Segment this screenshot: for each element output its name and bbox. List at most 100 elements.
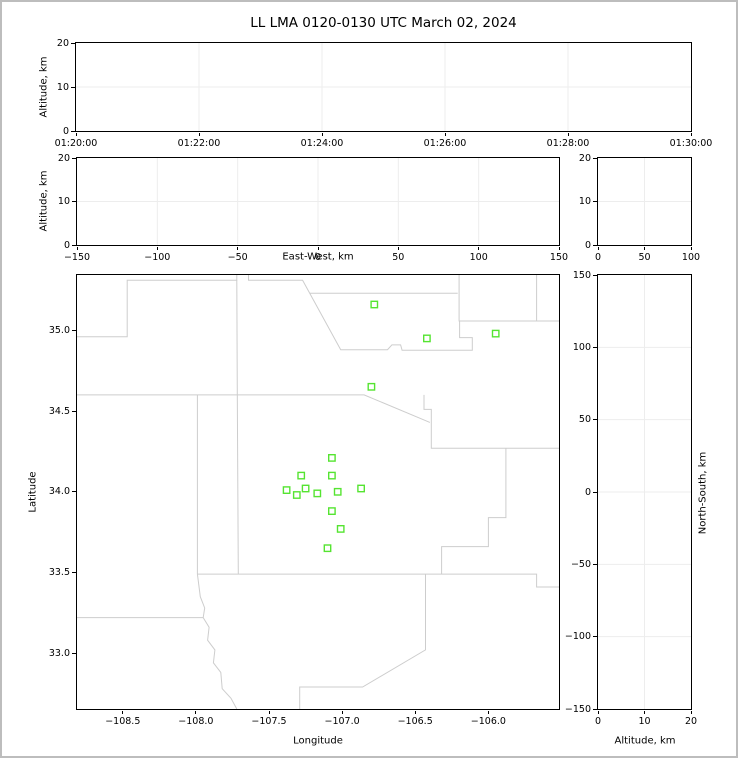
tick-label: 01:22:00 — [177, 137, 221, 149]
tick-mark — [268, 710, 270, 714]
tick-label: 20 — [56, 37, 69, 49]
source-marker — [292, 490, 301, 499]
tick-label: −106.5 — [397, 715, 433, 727]
tick-label: 0 — [584, 239, 591, 251]
tick-label: 01:26:00 — [423, 137, 467, 149]
tick-label: −50 — [570, 558, 591, 570]
panel-ns-height — [596, 273, 692, 710]
county-boundary — [423, 394, 559, 449]
tick-mark — [690, 246, 692, 250]
tick-label: 01:28:00 — [546, 137, 590, 149]
tick-label: 50 — [392, 251, 405, 263]
tick-mark — [317, 246, 319, 250]
tick-mark — [593, 201, 597, 202]
tick-label: 0 — [314, 251, 322, 263]
tick-mark — [478, 246, 480, 250]
tick-label: −107.0 — [324, 715, 360, 727]
source-marker — [327, 453, 336, 462]
source-marker — [336, 524, 345, 533]
ew-height-xlabel: East-West, km — [282, 251, 354, 263]
tick-mark — [593, 708, 597, 710]
tick-mark — [198, 132, 200, 136]
tick-label: −106.0 — [470, 715, 506, 727]
tick-label: 34.5 — [48, 405, 70, 417]
tick-label: 20 — [578, 152, 591, 164]
tick-mark — [414, 710, 416, 714]
county-boundary — [458, 274, 559, 321]
tick-mark — [593, 563, 597, 565]
ns-height-ylabel: North-South, km — [697, 451, 709, 535]
tick-label: −50 — [227, 251, 248, 263]
source-marker — [333, 487, 342, 496]
tick-mark — [644, 710, 645, 714]
tick-mark — [195, 710, 197, 714]
county-boundary — [298, 573, 426, 709]
tick-mark — [71, 130, 75, 132]
tick-label: −100 — [144, 251, 171, 263]
tick-label: 50 — [578, 414, 591, 426]
tick-mark — [72, 329, 76, 331]
source-marker — [312, 488, 321, 497]
tick-mark — [321, 132, 323, 136]
tick-label: −108.0 — [178, 715, 214, 727]
figure-title: LL LMA 0120-0130 UTC March 02, 2024 — [250, 15, 517, 31]
tick-mark — [593, 419, 597, 421]
source-marker — [282, 485, 290, 494]
tick-mark — [593, 157, 597, 159]
tick-mark — [593, 636, 597, 638]
tick-label: 01:24:00 — [300, 137, 344, 149]
tick-mark — [593, 491, 597, 493]
tick-mark — [122, 710, 124, 714]
tick-label: 34.0 — [48, 486, 70, 498]
tick-mark — [156, 246, 158, 250]
tick-mark — [597, 710, 599, 714]
tick-mark — [558, 246, 560, 250]
tick-label: 100 — [572, 341, 591, 353]
source-marker — [422, 334, 431, 342]
county-boundary — [440, 447, 506, 574]
tick-label: 100 — [469, 251, 488, 263]
tick-label: 20 — [684, 715, 698, 727]
county-boundary — [196, 573, 559, 587]
tick-mark — [75, 132, 77, 136]
county-boundary — [76, 393, 430, 423]
tick-label: 20 — [57, 152, 70, 164]
tick-mark — [487, 710, 489, 714]
tick-mark — [593, 346, 597, 348]
tick-mark — [72, 410, 76, 412]
tick-mark — [593, 274, 597, 276]
tick-mark — [567, 132, 569, 136]
tick-label: 0 — [62, 125, 69, 137]
source-marker — [296, 471, 305, 479]
county-boundary — [196, 573, 237, 709]
tick-label: −150 — [564, 703, 591, 715]
panel-source-histogram — [596, 156, 692, 246]
panel-time-height — [74, 41, 692, 132]
tick-mark — [72, 652, 76, 654]
source-marker — [367, 382, 375, 391]
tick-label: −100 — [564, 631, 591, 643]
source-marker — [301, 484, 309, 492]
source-marker — [356, 484, 365, 492]
panel-ew-height — [75, 156, 560, 246]
tick-label: 10 — [56, 81, 69, 93]
tick-label: 150 — [549, 251, 569, 263]
tick-mark — [71, 42, 75, 44]
tick-label: 35.0 — [48, 324, 70, 336]
county-boundary — [235, 279, 239, 574]
tick-mark — [690, 132, 692, 136]
tick-mark — [644, 246, 645, 250]
tick-label: 33.0 — [48, 647, 70, 659]
tick-mark — [397, 246, 399, 250]
tick-mark — [76, 246, 78, 250]
tick-label: 01:20:00 — [54, 137, 98, 149]
tick-label: 01:30:00 — [669, 137, 713, 149]
plan-view-xlabel: Longitude — [293, 735, 343, 747]
source-marker — [327, 506, 336, 515]
source-marker — [327, 471, 336, 479]
tick-label: 10 — [638, 715, 651, 727]
tick-label: 10 — [578, 196, 591, 207]
tick-label: 0 — [63, 239, 70, 251]
tick-label: 0 — [594, 715, 602, 727]
